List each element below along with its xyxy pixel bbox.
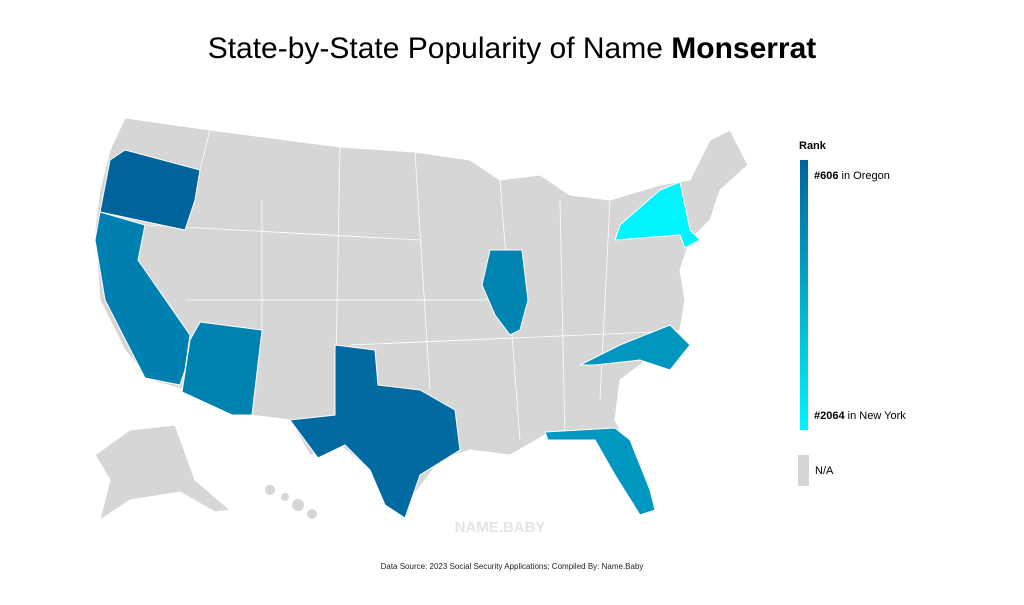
state bbox=[614, 181, 701, 249]
state bbox=[181, 321, 263, 416]
state bbox=[94, 211, 191, 386]
state bbox=[481, 249, 529, 336]
title: State-by-State Popularity of Name Monser… bbox=[208, 32, 817, 65]
hawaii bbox=[265, 485, 275, 495]
hawaii bbox=[307, 509, 317, 519]
hawaii bbox=[292, 499, 304, 511]
title-name: Monserrat bbox=[671, 32, 816, 65]
state bbox=[99, 149, 201, 231]
legend-place: in Oregon bbox=[842, 170, 890, 182]
hawaii bbox=[281, 493, 289, 501]
legend-na-swatch bbox=[798, 455, 809, 486]
watermark: NAME.BABY bbox=[455, 519, 546, 536]
state-border bbox=[144, 224, 421, 241]
state-border bbox=[599, 199, 611, 401]
legend-rank: #606 bbox=[814, 170, 838, 182]
footer: Data Source: 2023 Social Security Applic… bbox=[381, 562, 644, 571]
legend: #606 in Oregon #2064 in New York bbox=[814, 170, 906, 422]
state bbox=[579, 324, 691, 371]
alaska bbox=[94, 424, 232, 522]
legend-label: #606 in Oregon bbox=[814, 170, 890, 182]
state-border bbox=[349, 329, 701, 346]
state bbox=[289, 344, 461, 519]
legend-place: in New York bbox=[848, 410, 907, 422]
legend-title: Rank bbox=[799, 140, 827, 152]
state-border bbox=[559, 199, 566, 441]
map bbox=[94, 117, 749, 522]
legend-na: N/A bbox=[815, 465, 834, 477]
legend-rank: #2064 bbox=[814, 410, 845, 422]
legend-label: #2064 in New York bbox=[814, 410, 906, 422]
state bbox=[544, 427, 656, 516]
title-prefix: State-by-State Popularity of Name bbox=[208, 32, 663, 65]
state-border bbox=[414, 151, 431, 391]
legend-gradient bbox=[800, 160, 808, 430]
